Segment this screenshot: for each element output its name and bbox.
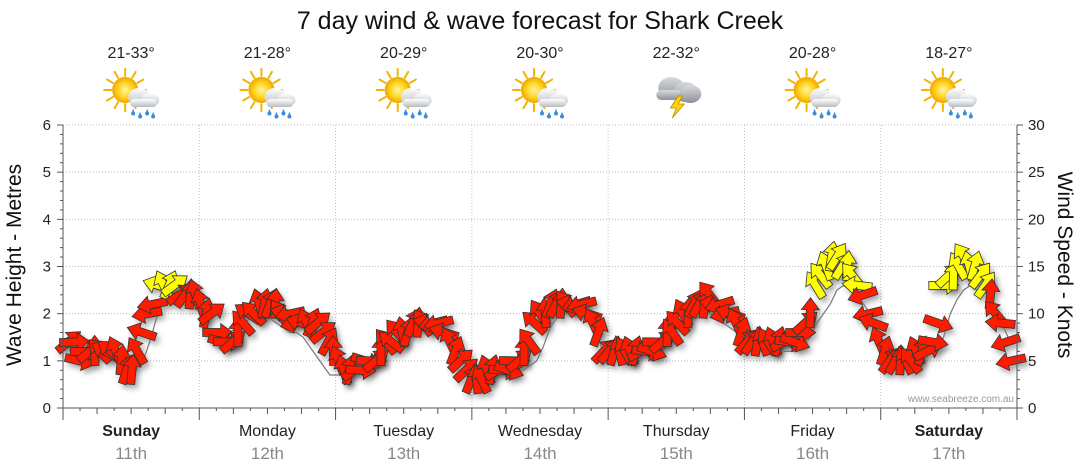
grid-layer <box>63 124 1017 408</box>
wind-arrow <box>197 303 225 326</box>
day-name: Friday <box>790 423 834 440</box>
wind-arrow <box>126 322 158 342</box>
day-date: 11th <box>115 444 147 463</box>
weather-icon-layer <box>103 68 977 119</box>
wind-arrow <box>122 353 142 386</box>
day-date: 17th <box>932 444 965 463</box>
day-temperature: 20-30° <box>516 45 563 62</box>
left-tick-label: 2 <box>43 306 51 323</box>
right-tick-label: 5 <box>1028 353 1036 370</box>
wind-arrow <box>995 351 1027 372</box>
right-axis-title: Wind Speed - Knots <box>1053 172 1076 359</box>
wind-arrow <box>589 316 609 348</box>
left-tick-label: 0 <box>43 400 51 417</box>
wind-arrow-layer <box>54 240 1027 395</box>
sun-cloud-rain-icon <box>920 68 977 119</box>
wind-arrow <box>990 333 1022 353</box>
right-tick-label: 20 <box>1028 211 1045 228</box>
wind-arrow <box>800 297 821 329</box>
chart-title: 7 day wind & wave forecast for Shark Cre… <box>297 7 784 35</box>
day-date: 16th <box>796 444 829 463</box>
wind-arrow <box>922 314 954 334</box>
day-temperature: 21-28° <box>244 45 291 62</box>
left-tick-label: 5 <box>43 164 51 181</box>
storm-cloud-icon <box>656 77 702 119</box>
day-name: Sunday <box>102 423 160 440</box>
wind-arrow <box>519 328 542 357</box>
left-tick-label: 3 <box>43 259 51 276</box>
day-layer: Sunday 11th 21-33° Monday 12th 21-28° Tuesday 1… <box>102 45 983 463</box>
day-temperature: 18-27° <box>925 45 972 62</box>
day-date: 14th <box>523 444 556 463</box>
wind-arrow <box>917 332 949 353</box>
day-temperature: 21-33° <box>107 45 154 62</box>
day-temperature: 20-29° <box>380 45 427 62</box>
right-tick-label: 15 <box>1028 259 1045 276</box>
left-axis-title: Wave Height - Metres <box>3 164 26 366</box>
day-name: Tuesday <box>373 423 434 440</box>
day-name: Monday <box>239 423 296 440</box>
right-tick-label: 10 <box>1028 306 1045 323</box>
sun-cloud-rain-icon <box>784 68 841 119</box>
left-tick-label: 1 <box>43 353 51 370</box>
right-tick-label: 25 <box>1028 164 1045 181</box>
sun-cloud-rain-icon <box>375 68 432 119</box>
axis-layer: 0 1 2 3 4 5 6 0 5 10 15 20 25 30 <box>43 117 1045 420</box>
day-temperature: 22-32° <box>653 45 700 62</box>
sun-cloud-rain-icon <box>239 68 296 119</box>
day-date: 13th <box>387 444 420 463</box>
day-date: 12th <box>251 444 284 463</box>
day-name: Saturday <box>915 423 984 440</box>
day-temperature: 20-28° <box>789 45 836 62</box>
watermark: www.seabreeze.com.au <box>907 394 1014 405</box>
sun-cloud-rain-icon <box>512 68 568 119</box>
wind-arrow <box>984 312 1016 333</box>
right-tick-label: 30 <box>1028 117 1045 134</box>
wind-arrow <box>126 337 149 367</box>
day-name: Wednesday <box>498 423 582 440</box>
right-tick-label: 0 <box>1028 400 1036 417</box>
wind-arrow <box>847 286 879 306</box>
day-date: 15th <box>660 444 693 463</box>
day-name: Thursday <box>643 423 710 440</box>
sun-cloud-rain-icon <box>103 68 160 119</box>
wind-arrow <box>858 312 889 333</box>
left-tick-label: 4 <box>43 211 51 228</box>
left-tick-label: 6 <box>43 117 51 134</box>
